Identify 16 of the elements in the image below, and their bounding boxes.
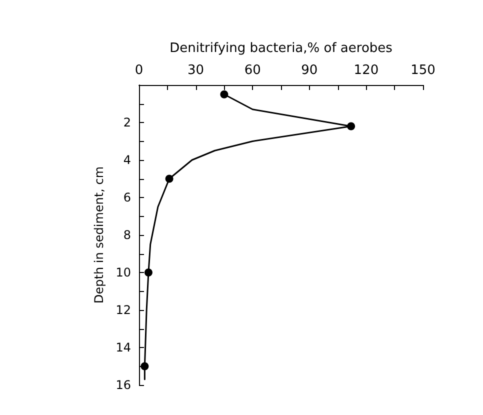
y-tick-label: 14 — [116, 340, 131, 354]
y-tick-label: 8 — [123, 228, 131, 242]
y-tick-label: 2 — [123, 116, 131, 130]
y-tick-label: 10 — [116, 266, 131, 280]
x-axis-title: Denitrifying bacteria,% of aerobes — [170, 41, 393, 56]
y-tick-label: 6 — [123, 190, 131, 204]
x-tick-label: 30 — [188, 63, 204, 78]
y-tick-label: 16 — [116, 378, 131, 392]
x-tick-label: 90 — [301, 63, 318, 78]
x-tick-label: 60 — [244, 63, 261, 78]
y-tick-label: 12 — [116, 303, 131, 317]
x-tick-label: 120 — [354, 63, 379, 78]
y-tick-label: 4 — [123, 153, 131, 167]
x-tick-label: 150 — [410, 63, 436, 78]
x-tick-label: 0 — [134, 63, 144, 78]
y-axis-title: Depth in sediment, cm — [92, 166, 106, 304]
